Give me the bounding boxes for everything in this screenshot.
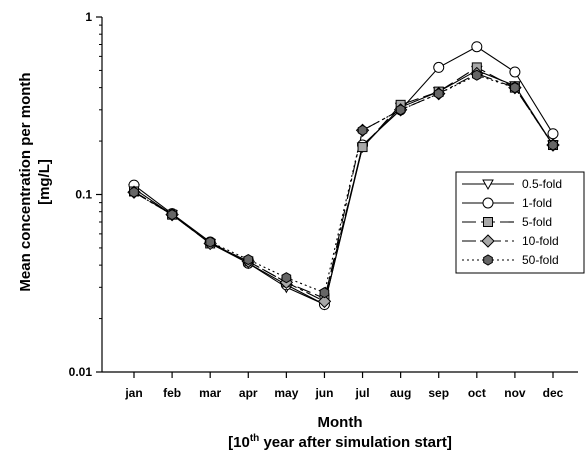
data-point	[471, 69, 482, 81]
chart-series	[127, 41, 560, 311]
x-tick-label: sep	[428, 386, 449, 400]
chart-legend: 0.5-fold 1-fold 5-fold 10-fold 50-fold	[455, 171, 585, 274]
legend-marker	[481, 234, 495, 248]
x-tick-label: mar	[199, 386, 221, 400]
legend-label: 0.5-fold	[522, 177, 562, 191]
legend-marker	[482, 179, 494, 191]
data-point	[548, 139, 558, 151]
x-subtitle-superscript: th	[250, 433, 259, 444]
data-point	[357, 124, 368, 136]
series-10-fold	[133, 72, 554, 303]
series-line	[133, 74, 554, 294]
legend-label: 1-fold	[522, 196, 552, 210]
y-tick-label: 0.1	[75, 188, 92, 202]
data-point	[510, 82, 520, 94]
data-point	[433, 61, 445, 73]
x-axis-subtitle: [10th year after simulation start]	[228, 433, 452, 451]
legend-label: 50-fold	[522, 253, 559, 267]
legend-label: 10-fold	[522, 234, 559, 248]
series-50-fold	[133, 74, 554, 294]
series-line	[133, 72, 554, 303]
markers-50-fold	[129, 69, 558, 299]
data-point	[471, 41, 483, 53]
data-point	[433, 88, 444, 100]
legend-marker	[482, 197, 494, 209]
x-axis-title: Month	[318, 414, 363, 431]
x-tick-label: oct	[468, 386, 486, 400]
data-point	[129, 186, 139, 198]
x-tick-label: nov	[504, 386, 526, 400]
data-point	[547, 128, 559, 140]
data-point	[317, 294, 332, 309]
x-subtitle-part: [10	[228, 434, 250, 451]
data-point	[319, 287, 330, 299]
x-tick-label: apr	[239, 386, 258, 400]
data-point	[509, 66, 521, 78]
x-tick-label: aug	[390, 386, 411, 400]
y-tick-label: 1	[85, 10, 92, 24]
y-tick-label: 0.01	[69, 365, 93, 379]
y-axis-title-line: [mg/L]	[36, 159, 53, 205]
chart-titles: Month [10th year after simulation start] M…	[17, 72, 452, 451]
x-tick-label: jun	[314, 386, 333, 400]
x-tick-label: feb	[163, 386, 181, 400]
data-point	[205, 236, 216, 248]
legend-marker	[483, 217, 493, 227]
data-point	[167, 209, 177, 221]
y-axis-title: Mean concentration per month [mg/L]	[17, 72, 53, 291]
data-point	[243, 253, 254, 266]
legend-label: 5-fold	[522, 215, 552, 229]
legend-box	[455, 171, 585, 274]
chart-axes: 0.01 0.1 1 jan feb mar apr may jun jul aug sep oct no…	[69, 10, 578, 400]
data-point	[281, 272, 292, 284]
legend-marker	[483, 254, 493, 266]
data-point	[357, 142, 368, 153]
x-tick-label: may	[274, 386, 298, 400]
x-tick-label: jan	[124, 386, 142, 400]
x-subtitle-part: year after simulation start]	[259, 434, 452, 451]
x-tick-label: jul	[355, 386, 370, 400]
data-point	[395, 104, 406, 116]
x-tick-label: dec	[543, 386, 564, 400]
y-axis-title-line: Mean concentration per month	[17, 72, 34, 291]
